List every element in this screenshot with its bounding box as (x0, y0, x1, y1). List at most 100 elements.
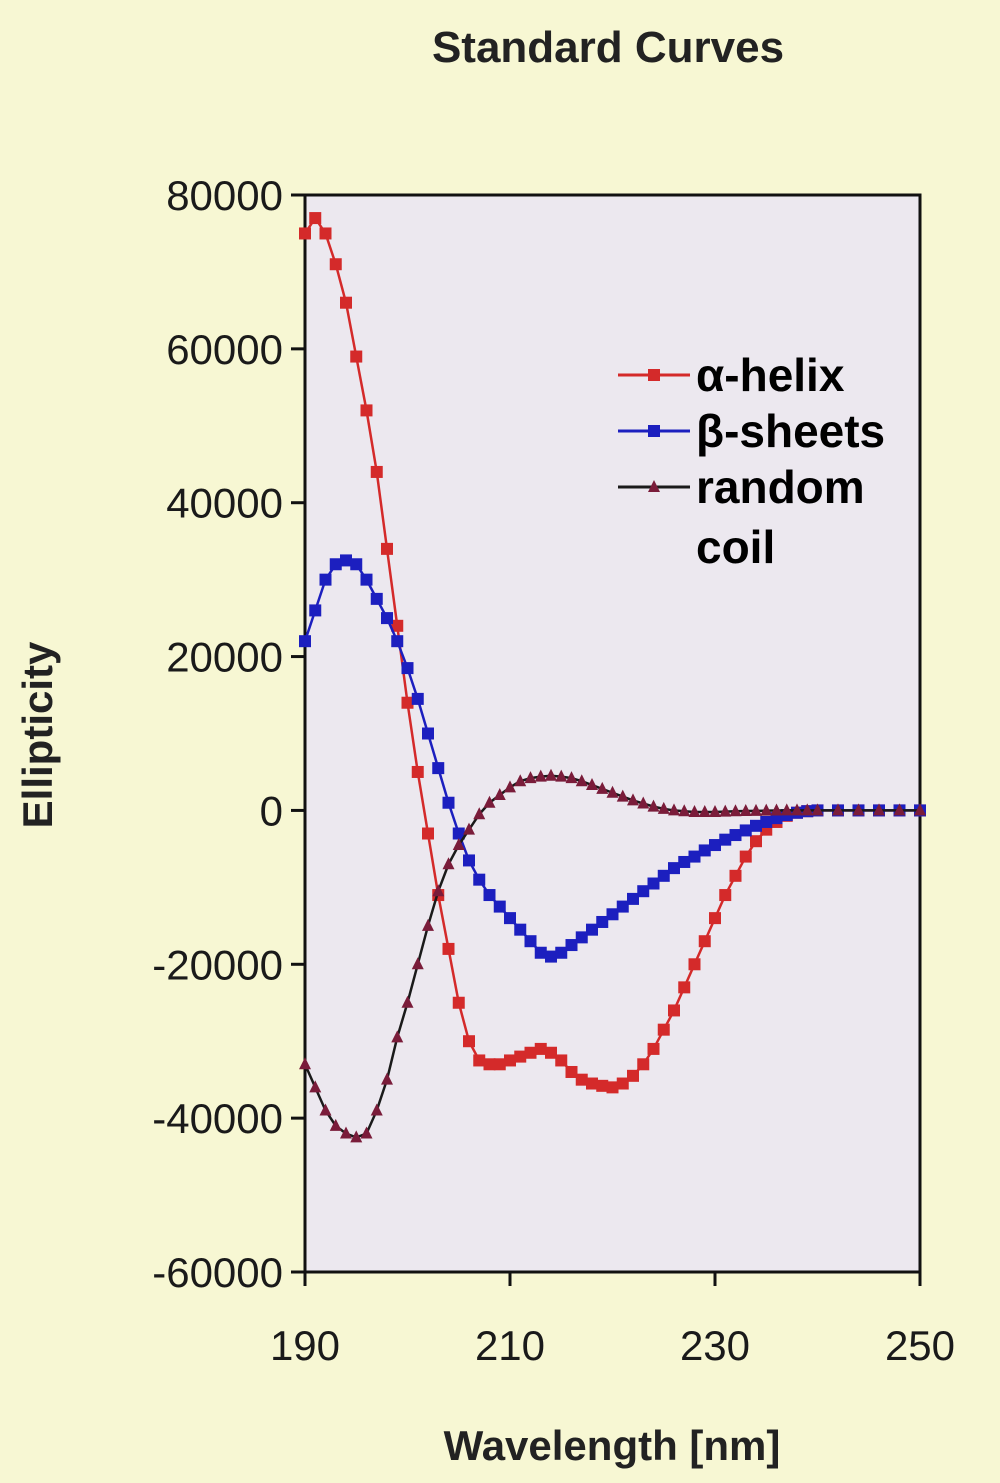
y-tick-label: -60000 (152, 1249, 283, 1296)
data-point (596, 781, 609, 794)
data-point (391, 1030, 404, 1043)
data-point (309, 1080, 322, 1093)
data-point (370, 1103, 383, 1116)
data-point (493, 788, 506, 801)
data-point (463, 822, 475, 835)
data-point (709, 912, 721, 925)
data-point (647, 877, 660, 890)
data-point (616, 900, 629, 913)
data-point (329, 258, 342, 271)
data-point (709, 839, 721, 852)
data-point (586, 1077, 598, 1090)
data-point (668, 862, 680, 875)
data-point (760, 815, 773, 828)
data-point (391, 619, 404, 632)
data-point (545, 1046, 557, 1059)
data-point (514, 923, 527, 936)
legend-label: β-sheets (696, 405, 885, 457)
data-point (299, 1057, 311, 1070)
data-point (668, 1004, 680, 1017)
data-point (698, 844, 711, 857)
data-point (493, 1058, 506, 1071)
data-point (401, 995, 414, 1008)
data-point (586, 923, 598, 936)
data-point (391, 635, 404, 648)
data-point (483, 795, 496, 808)
x-tick-label: 230 (680, 1322, 750, 1369)
data-point (411, 765, 424, 778)
data-point (914, 803, 926, 816)
data-point (534, 1042, 547, 1055)
data-point (729, 829, 742, 842)
data-point (319, 227, 332, 240)
data-point (340, 296, 352, 309)
y-tick-label: 20000 (166, 634, 283, 681)
data-point (319, 573, 332, 586)
data-point (739, 850, 752, 863)
data-point (606, 785, 619, 798)
legend-marker (648, 369, 660, 381)
data-point (442, 796, 455, 809)
data-point (534, 769, 547, 782)
data-point (555, 1054, 568, 1067)
data-point (545, 768, 557, 781)
data-point (473, 807, 486, 820)
data-point (657, 869, 670, 882)
data-point (750, 819, 762, 832)
data-point (473, 873, 486, 886)
data-point (719, 833, 732, 846)
x-tick-label: 250 (885, 1322, 955, 1369)
legend-marker (648, 480, 660, 492)
data-point (637, 796, 650, 809)
y-tick-label: 40000 (166, 480, 283, 527)
data-point (370, 465, 383, 478)
data-point (719, 889, 732, 902)
data-point (381, 1072, 393, 1085)
data-point (309, 604, 322, 617)
data-point (514, 1050, 527, 1063)
data-point (750, 835, 762, 848)
data-point (524, 771, 537, 784)
data-point (555, 946, 568, 959)
data-point (647, 1042, 660, 1055)
data-point (606, 1081, 619, 1094)
data-point (832, 803, 844, 816)
legend-label: α-helix (696, 349, 845, 401)
y-axis-title: Ellipticity (14, 641, 61, 828)
data-point (504, 780, 516, 793)
data-point (299, 227, 311, 240)
y-tick-label: 60000 (166, 326, 283, 373)
data-point (698, 935, 711, 948)
data-point (483, 889, 496, 902)
data-point (586, 778, 598, 791)
data-point (668, 803, 680, 816)
y-tick-label: -20000 (152, 941, 283, 988)
data-point (319, 1103, 332, 1116)
x-axis-title: Wavelength [nm] (444, 1422, 781, 1469)
data-point (688, 850, 701, 863)
data-point (442, 942, 455, 955)
x-axis: 190 210 230 250 (270, 1272, 955, 1369)
series-2 (299, 768, 926, 1143)
legend-marker (648, 425, 660, 437)
data-point (873, 803, 885, 816)
data-point (545, 950, 557, 963)
data-point (596, 915, 609, 928)
data-point (616, 1077, 629, 1090)
data-point (504, 1054, 516, 1067)
data-point (422, 918, 434, 931)
data-point (729, 869, 742, 882)
x-tick-label: 190 (270, 1322, 340, 1369)
data-point (637, 1058, 650, 1071)
data-point (555, 769, 568, 782)
data-point (473, 1054, 486, 1067)
data-point (381, 542, 393, 555)
data-point (340, 1126, 352, 1139)
data-point (801, 803, 814, 816)
data-point (657, 1023, 670, 1036)
data-point (575, 1073, 588, 1086)
data-point (463, 854, 475, 867)
data-point (719, 804, 732, 817)
data-point (422, 827, 434, 840)
